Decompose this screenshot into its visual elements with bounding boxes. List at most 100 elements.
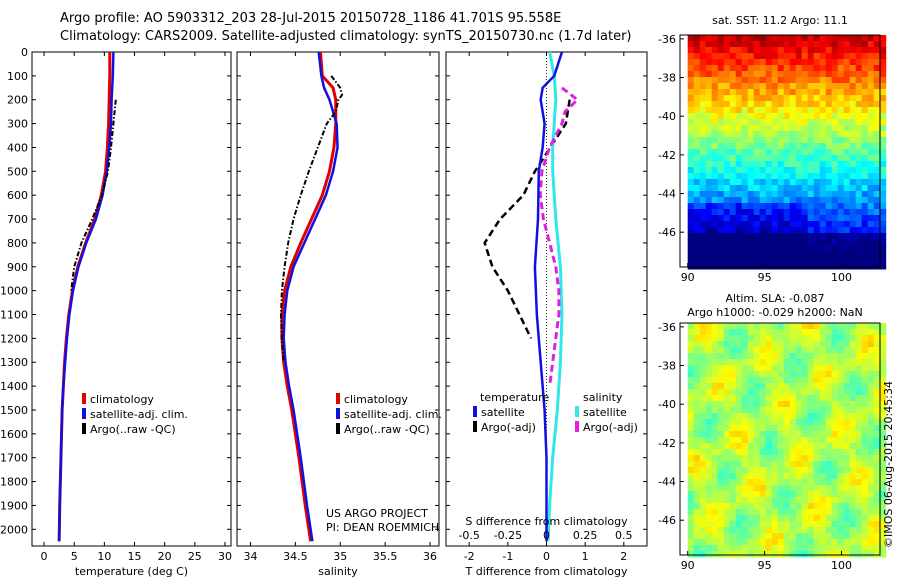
map-cell xyxy=(711,461,719,468)
map-cell xyxy=(819,257,827,264)
map-cell xyxy=(813,425,821,432)
map-cell xyxy=(747,449,755,456)
map-cell xyxy=(873,347,881,354)
map-cell xyxy=(723,209,731,216)
map-cell xyxy=(711,53,719,60)
map-cell xyxy=(771,449,779,456)
map-cell xyxy=(705,83,713,90)
map-cell xyxy=(723,545,731,552)
map-cell xyxy=(783,329,791,336)
map-cell xyxy=(843,167,851,174)
map-cell xyxy=(777,371,785,378)
x-tick-label: 2 xyxy=(620,550,627,563)
map-cell xyxy=(705,377,713,384)
map-cell xyxy=(699,263,707,270)
map-cell xyxy=(831,107,839,114)
map-cell xyxy=(801,53,809,60)
map-cell xyxy=(723,179,731,186)
map-cell xyxy=(717,329,725,336)
map-cell xyxy=(753,491,761,498)
map-cell xyxy=(747,485,755,492)
map-cell xyxy=(693,107,701,114)
map-cell xyxy=(855,497,863,504)
map-cell xyxy=(687,155,695,162)
map-cell xyxy=(693,143,701,150)
map-cell xyxy=(741,83,749,90)
map-cell xyxy=(867,137,875,144)
map-cell xyxy=(759,167,767,174)
map-cell xyxy=(717,335,725,342)
map-cell xyxy=(753,419,761,426)
map-cell xyxy=(831,41,839,48)
map-cell xyxy=(783,77,791,84)
map-cell xyxy=(843,539,851,546)
map-cell xyxy=(789,239,797,246)
map-cell xyxy=(723,473,731,480)
map-cell xyxy=(789,329,797,336)
y-tick-label: 1100 xyxy=(0,309,28,322)
y-tick-label: -44 xyxy=(658,188,676,201)
map-cell xyxy=(831,95,839,102)
map-cell xyxy=(849,233,857,240)
map-cell xyxy=(813,59,821,66)
map-cell xyxy=(801,401,809,408)
map-cell xyxy=(867,209,875,216)
map-cell xyxy=(843,533,851,540)
map-cell xyxy=(849,161,857,168)
map-cell xyxy=(819,203,827,210)
map-cell xyxy=(855,533,863,540)
map-cell xyxy=(789,143,797,150)
map-cell xyxy=(741,65,749,72)
map-cell xyxy=(825,155,833,162)
map-cell xyxy=(687,221,695,228)
map-cell xyxy=(687,41,695,48)
map-cell xyxy=(783,359,791,366)
map-cell xyxy=(735,359,743,366)
map-cell xyxy=(759,425,767,432)
map-cell xyxy=(765,455,773,462)
map-cell xyxy=(741,533,749,540)
map-cell xyxy=(807,353,815,360)
map-cell xyxy=(747,257,755,264)
map-cell xyxy=(789,197,797,204)
y-tick-label: 900 xyxy=(7,261,28,274)
map-cell xyxy=(873,167,881,174)
map-cell xyxy=(825,509,833,516)
map-cell xyxy=(819,437,827,444)
map-cell xyxy=(873,191,881,198)
credit-project: US ARGO PROJECT xyxy=(326,507,428,520)
map-cell xyxy=(723,251,731,258)
map-cell xyxy=(873,209,881,216)
map-cell xyxy=(765,491,773,498)
map-cell xyxy=(717,245,725,252)
map-cell xyxy=(771,59,779,66)
map-cell xyxy=(849,239,857,246)
map-cell xyxy=(795,47,803,54)
map-cell xyxy=(765,485,773,492)
map-cell xyxy=(765,383,773,390)
map-cell xyxy=(813,245,821,252)
map-cell xyxy=(747,323,755,330)
map-cell xyxy=(861,497,869,504)
map-cell xyxy=(759,125,767,132)
map-cell xyxy=(741,59,749,66)
map-cell xyxy=(753,389,761,396)
map-cell xyxy=(717,53,725,60)
map-cell xyxy=(735,47,743,54)
map-cell xyxy=(741,527,749,534)
map-cell xyxy=(741,395,749,402)
map-cell xyxy=(843,473,851,480)
map-cell xyxy=(801,197,809,204)
map-cell xyxy=(879,323,887,330)
map-cell xyxy=(771,107,779,114)
map-cell xyxy=(837,155,845,162)
map-cell xyxy=(717,155,725,162)
map-cell xyxy=(831,491,839,498)
map-cell xyxy=(729,185,737,192)
map-cell xyxy=(819,71,827,78)
map-cell xyxy=(765,59,773,66)
map-cell xyxy=(873,449,881,456)
figure-title-line1: Argo profile: AO 5903312_203 28-Jul-2015… xyxy=(60,11,562,26)
map-cell xyxy=(819,503,827,510)
map-cell xyxy=(759,215,767,222)
